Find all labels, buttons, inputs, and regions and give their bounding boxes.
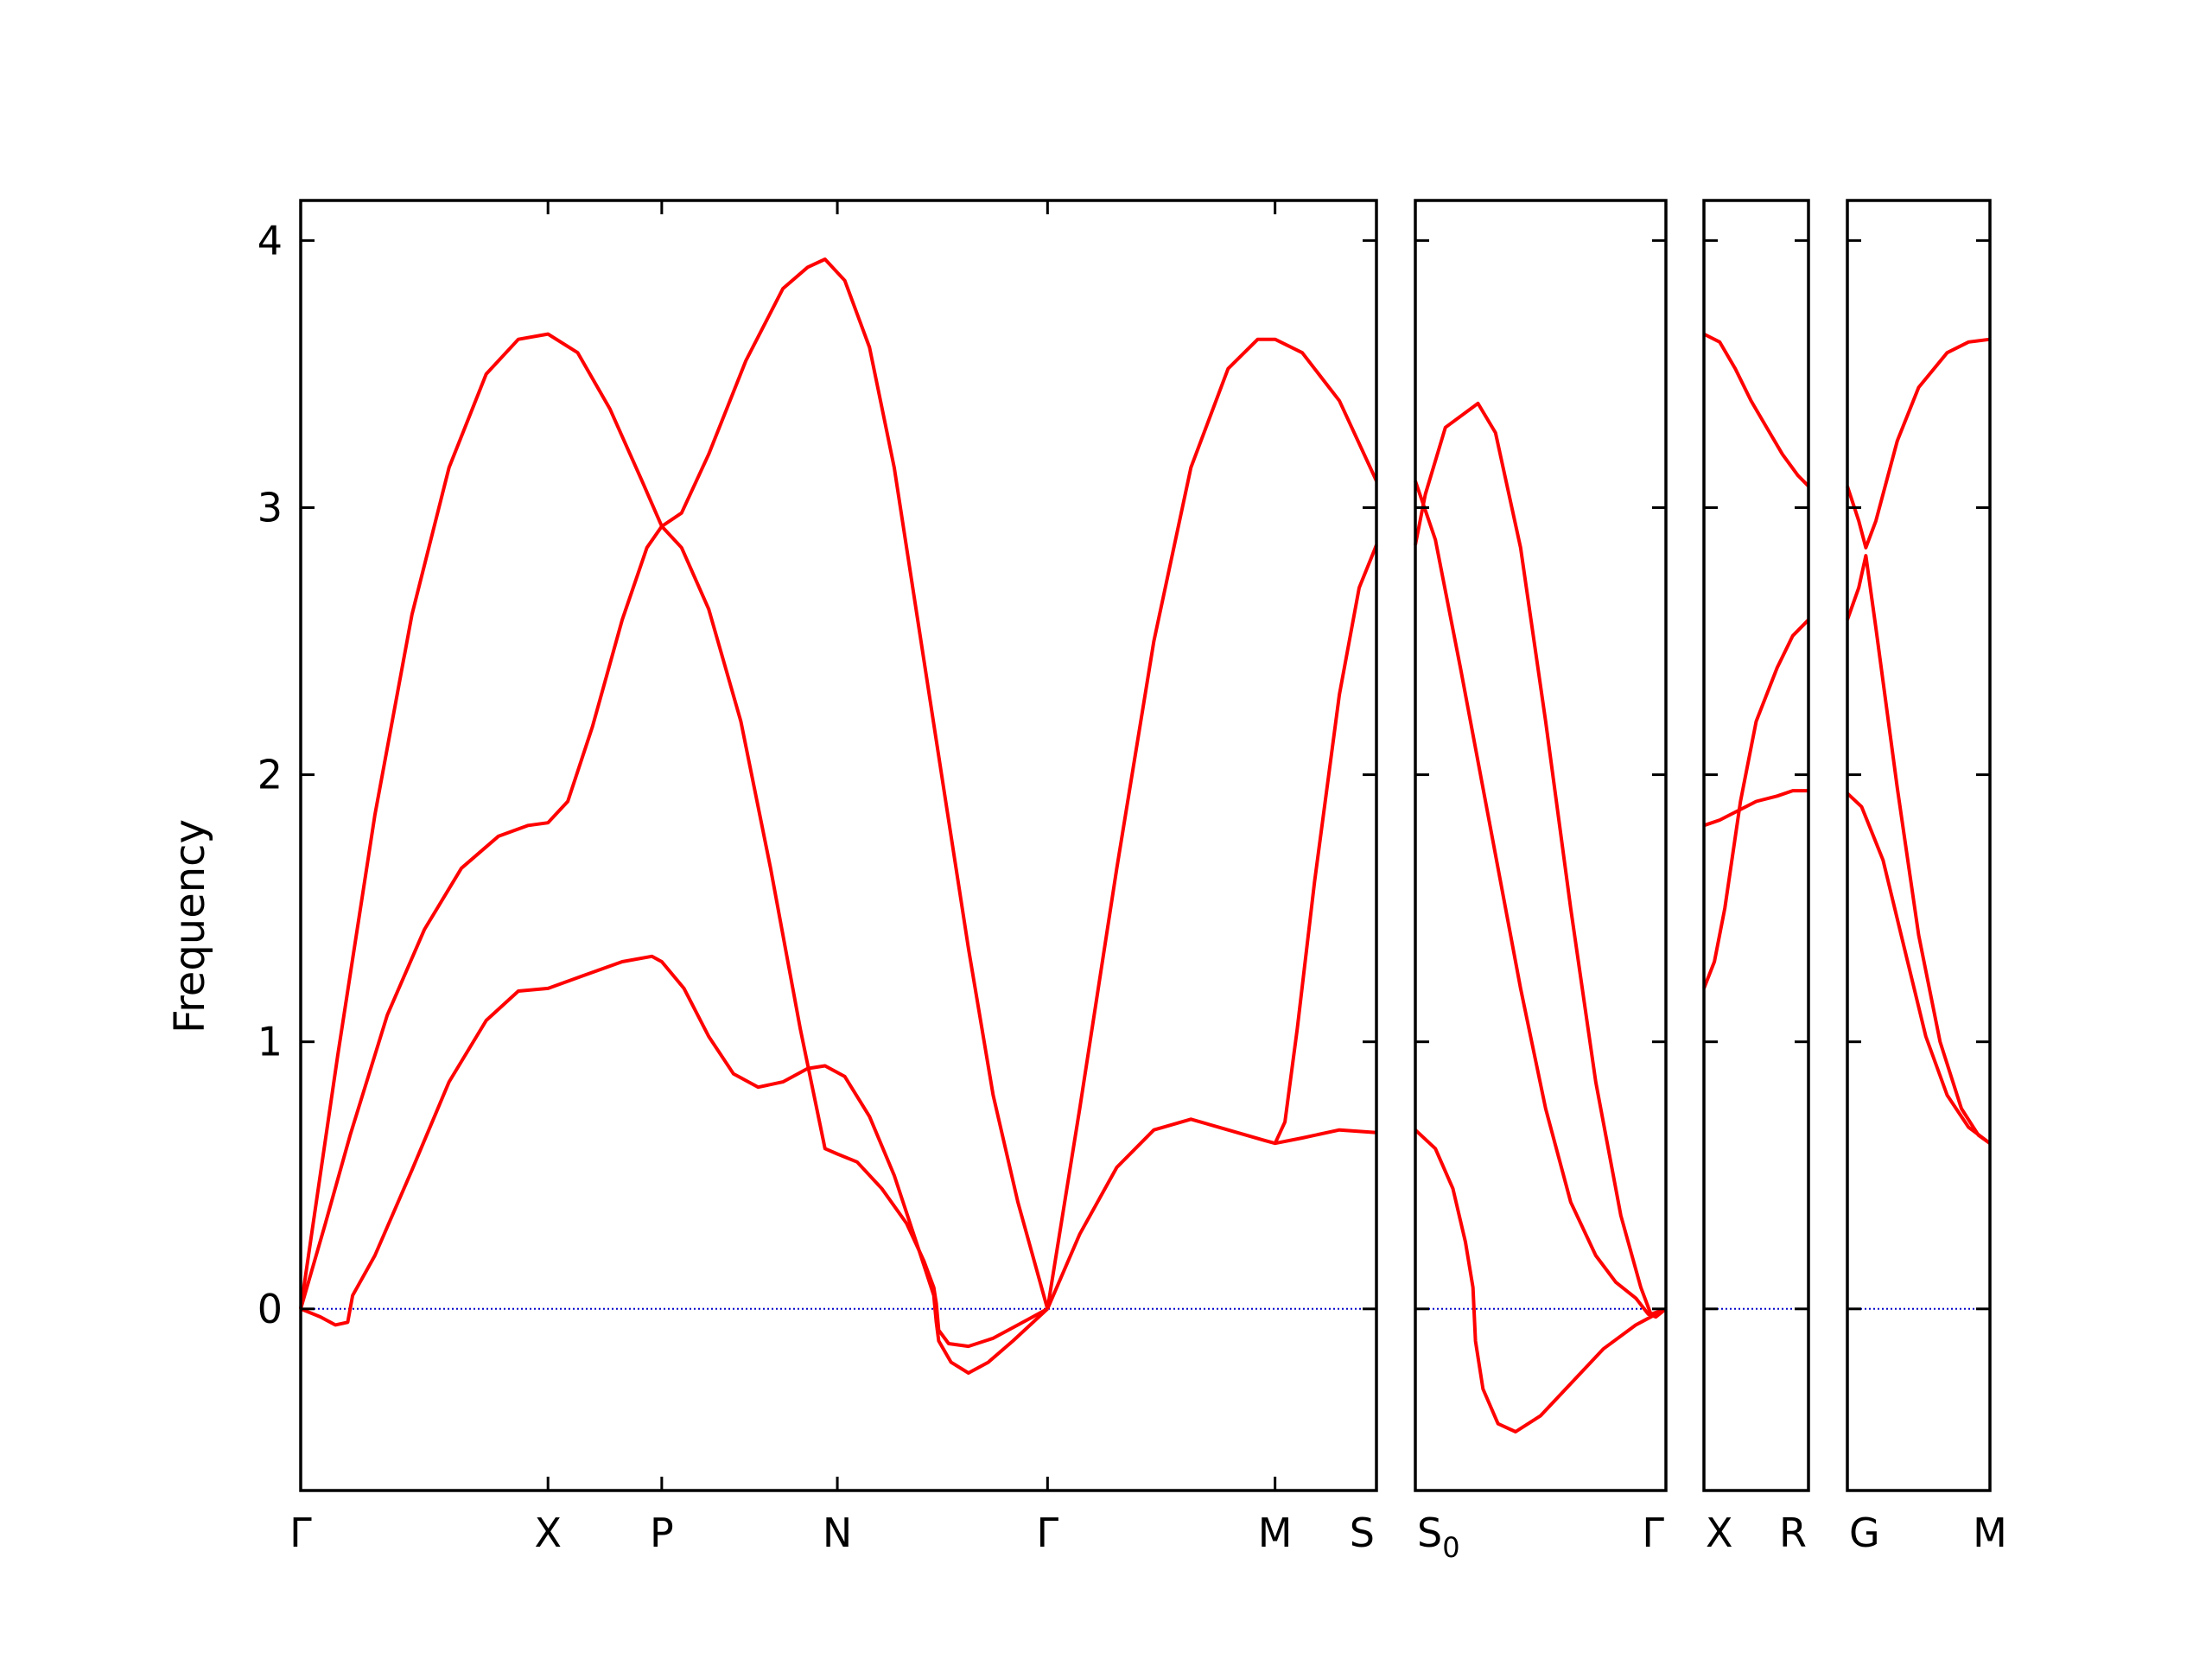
- x-tick-label: X: [1706, 1510, 1733, 1556]
- band-line: [1702, 618, 1810, 989]
- panel-frame: [1414, 199, 1668, 1492]
- band-line: [1703, 789, 1808, 828]
- band-line: [299, 257, 1050, 1310]
- band-line: [1846, 791, 1992, 1145]
- band-line: [299, 332, 1049, 1349]
- x-tick-label: Γ: [1037, 1510, 1059, 1556]
- band-line: [1414, 480, 1668, 1319]
- y-tick-label: 3: [257, 484, 283, 531]
- x-tick-label: S: [1350, 1510, 1375, 1556]
- band-line: [1703, 332, 1810, 488]
- x-tick-label: P: [650, 1510, 674, 1556]
- band-line: [1046, 1117, 1377, 1310]
- panel-frame: [299, 199, 1378, 1492]
- band-line: [1846, 554, 1992, 1145]
- y-tick-label: 4: [257, 217, 283, 264]
- panel-frame: [1846, 199, 1992, 1492]
- y-axis-label: Frequency: [166, 819, 214, 1033]
- x-tick-label: S0: [1417, 1510, 1460, 1564]
- band-line: [1414, 1128, 1667, 1433]
- band-line: [300, 954, 1049, 1375]
- x-tick-label: M: [1973, 1510, 2007, 1556]
- x-tick-label: N: [823, 1510, 852, 1556]
- panel-frame: [1702, 199, 1810, 1492]
- band-line: [1046, 337, 1378, 1310]
- panel-2: S0 Γ: [1414, 199, 1668, 1564]
- x-tick-label: Γ: [1642, 1510, 1664, 1556]
- x-tick-label: G: [1849, 1510, 1880, 1556]
- x-tick-label: X: [534, 1510, 562, 1556]
- x-tick-label: M: [1258, 1510, 1293, 1556]
- band-line: [1414, 401, 1667, 1316]
- band-line: [1273, 544, 1378, 1145]
- band-line: [1846, 337, 1991, 550]
- x-tick-label: R: [1779, 1510, 1807, 1556]
- y-tick-label: 0: [257, 1286, 283, 1332]
- x-tick-label: Γ: [289, 1510, 312, 1556]
- y-tick-label: 2: [257, 752, 283, 798]
- y-tick-label: 1: [257, 1019, 283, 1065]
